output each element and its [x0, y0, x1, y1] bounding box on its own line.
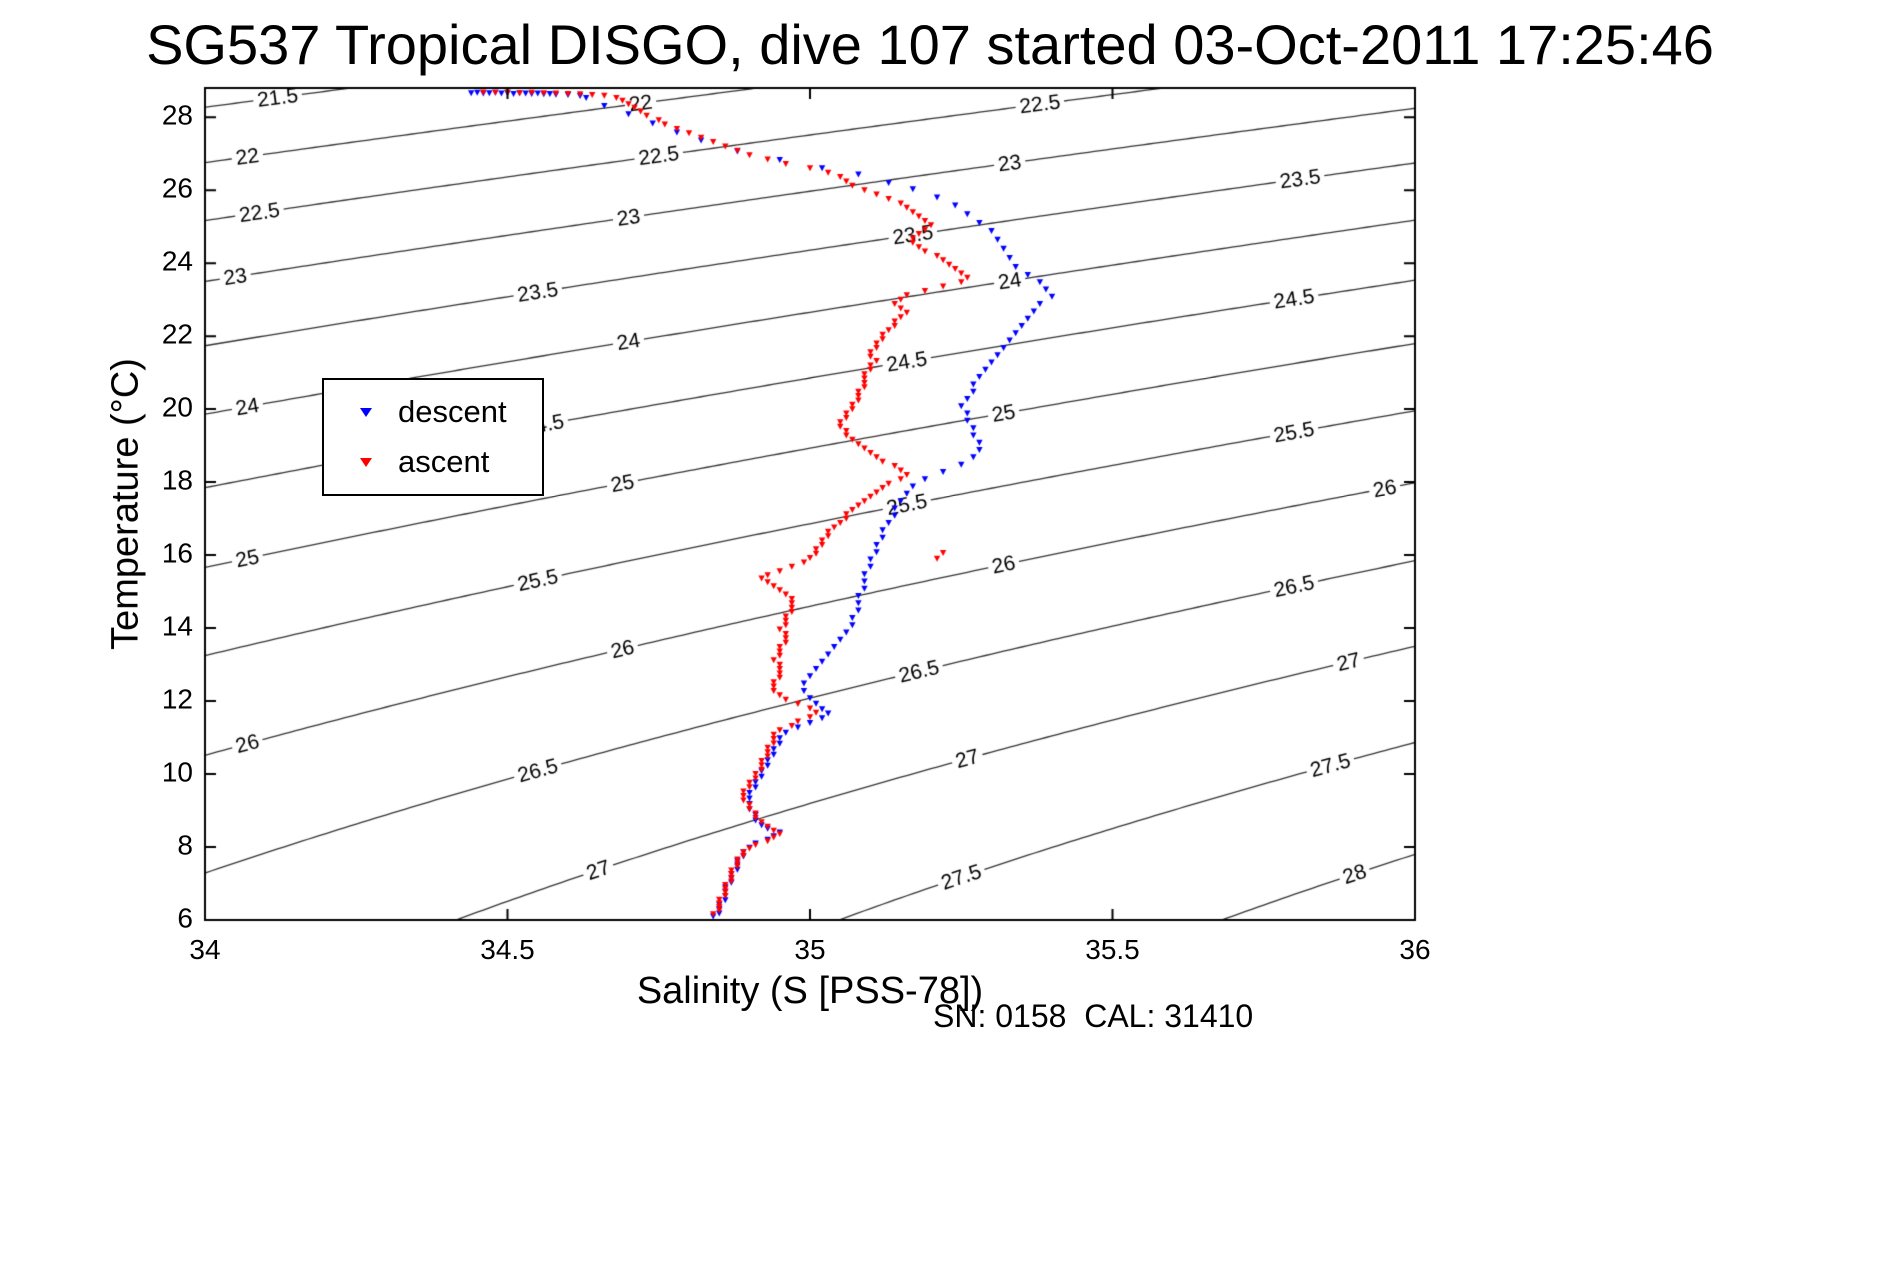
ascent-marker-icon — [360, 457, 372, 467]
y-tick-label: 20 — [161, 391, 193, 423]
y-tick-label: 24 — [161, 245, 193, 277]
y-tick-label: 12 — [161, 683, 193, 715]
y-tick-label: 26 — [161, 172, 193, 204]
x-tick-label: 34.5 — [480, 934, 535, 965]
x-tick-label: 35.5 — [1085, 934, 1140, 965]
y-tick-label: 28 — [161, 99, 193, 131]
y-tick-label: 16 — [161, 537, 193, 569]
x-tick-label: 34 — [189, 934, 221, 965]
descent-marker-icon — [360, 407, 372, 417]
y-tick-label: 14 — [161, 610, 193, 642]
legend-item-ascent: ascent — [360, 444, 542, 480]
x-tick-label: 36 — [1399, 934, 1431, 965]
legend: descent ascent — [322, 378, 544, 496]
x-axis-label: Salinity (S [PSS-78]) — [636, 970, 984, 1012]
y-tick-label: 6 — [177, 902, 193, 934]
legend-item-descent: descent — [360, 394, 542, 430]
y-tick-label: 10 — [161, 756, 193, 788]
legend-label-ascent: ascent — [398, 444, 490, 479]
y-tick-label: 18 — [161, 464, 193, 496]
legend-label-descent: descent — [398, 394, 507, 429]
chart-title: SG537 Tropical DISGO, dive 107 started 0… — [146, 13, 1714, 76]
y-tick-label: 22 — [161, 318, 193, 350]
x-tick-label: 35 — [794, 934, 826, 965]
serial-cal-annotation: SN: 0158 CAL: 31410 — [933, 998, 1254, 1034]
y-tick-label: 8 — [177, 829, 193, 861]
